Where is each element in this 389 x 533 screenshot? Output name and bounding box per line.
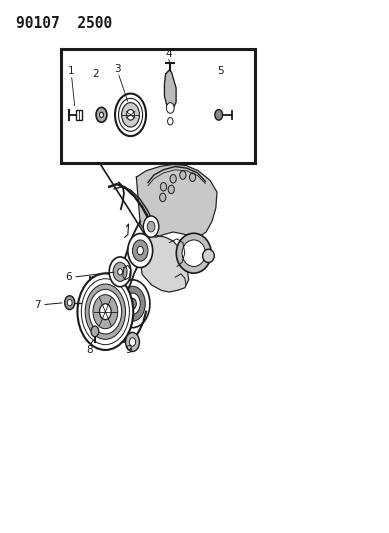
Ellipse shape — [203, 249, 214, 263]
Text: 7: 7 — [34, 300, 41, 310]
Circle shape — [81, 279, 130, 345]
Text: 2: 2 — [92, 69, 99, 79]
Circle shape — [93, 295, 118, 329]
Polygon shape — [137, 165, 217, 237]
Circle shape — [120, 286, 145, 321]
Circle shape — [126, 333, 140, 352]
Circle shape — [143, 216, 159, 237]
Polygon shape — [138, 236, 189, 292]
Circle shape — [128, 233, 152, 268]
Circle shape — [168, 118, 173, 125]
Circle shape — [85, 284, 126, 340]
Circle shape — [159, 193, 166, 201]
Circle shape — [137, 246, 143, 255]
Bar — [61, 49, 254, 163]
Circle shape — [109, 257, 131, 287]
Bar — [76, 109, 82, 120]
Circle shape — [115, 280, 150, 328]
Circle shape — [180, 171, 186, 179]
Circle shape — [96, 107, 107, 122]
Text: 90107  2500: 90107 2500 — [16, 15, 112, 30]
Circle shape — [100, 304, 111, 320]
Text: 9: 9 — [125, 345, 132, 356]
Text: 3: 3 — [115, 64, 121, 74]
Circle shape — [166, 103, 174, 114]
Ellipse shape — [176, 233, 211, 273]
Circle shape — [130, 338, 136, 346]
Circle shape — [170, 174, 176, 183]
Circle shape — [118, 269, 123, 275]
Text: 8: 8 — [86, 345, 92, 356]
Circle shape — [147, 221, 155, 232]
Circle shape — [67, 300, 72, 306]
Circle shape — [89, 289, 122, 334]
Polygon shape — [123, 265, 131, 280]
Circle shape — [168, 185, 174, 193]
Ellipse shape — [182, 240, 205, 266]
Circle shape — [100, 112, 103, 117]
Circle shape — [129, 298, 137, 309]
Circle shape — [160, 182, 166, 191]
Circle shape — [119, 99, 142, 131]
Circle shape — [189, 173, 196, 181]
Circle shape — [122, 103, 140, 127]
Circle shape — [127, 109, 135, 120]
Circle shape — [77, 273, 133, 350]
Circle shape — [65, 296, 75, 310]
Polygon shape — [165, 70, 176, 110]
Text: 6: 6 — [65, 272, 72, 282]
Circle shape — [115, 94, 146, 136]
Circle shape — [133, 240, 148, 261]
Circle shape — [125, 293, 140, 314]
Circle shape — [91, 326, 99, 337]
Text: 1: 1 — [68, 67, 75, 76]
Text: 4: 4 — [165, 49, 172, 59]
Text: 5: 5 — [217, 67, 224, 76]
Circle shape — [215, 109, 223, 120]
Circle shape — [113, 262, 127, 281]
